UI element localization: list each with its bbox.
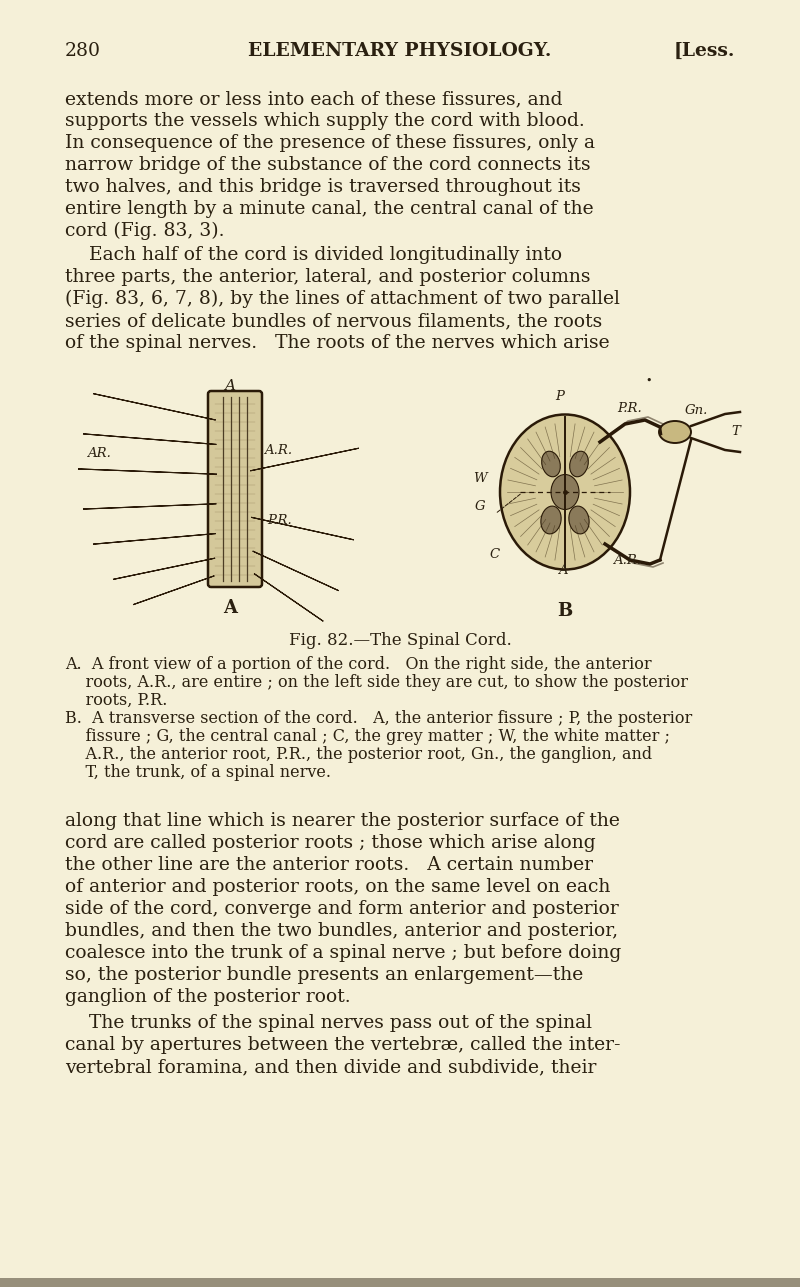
Text: fissure ; G, the central canal ; C, the grey matter ; W, the white matter ;: fissure ; G, the central canal ; C, the … <box>65 728 670 745</box>
FancyBboxPatch shape <box>208 391 262 587</box>
Text: cord (Fig. 83, 3).: cord (Fig. 83, 3). <box>65 221 225 241</box>
Text: A.R.: A.R. <box>264 444 292 457</box>
Polygon shape <box>113 559 215 579</box>
Text: G: G <box>474 501 486 514</box>
Polygon shape <box>253 551 338 591</box>
Text: supports the vessels which supply the cord with blood.: supports the vessels which supply the co… <box>65 112 585 130</box>
Text: ganglion of the posterior root.: ganglion of the posterior root. <box>65 988 350 1006</box>
Text: A.R., the anterior root, P.R., the posterior root, Gn., the ganglion, and: A.R., the anterior root, P.R., the poste… <box>65 746 652 763</box>
Text: extends more or less into each of these fissures, and: extends more or less into each of these … <box>65 90 562 108</box>
Ellipse shape <box>569 506 589 534</box>
Text: •: • <box>645 376 651 386</box>
Text: AR.: AR. <box>87 447 111 459</box>
Bar <box>0 1278 800 1287</box>
Text: cord are called posterior roots ; those which arise along: cord are called posterior roots ; those … <box>65 834 596 852</box>
Ellipse shape <box>551 475 579 510</box>
Ellipse shape <box>500 414 630 570</box>
Polygon shape <box>93 534 216 544</box>
Text: T, the trunk, of a spinal nerve.: T, the trunk, of a spinal nerve. <box>65 764 331 781</box>
Text: side of the cord, converge and form anterior and posterior: side of the cord, converge and form ante… <box>65 900 618 918</box>
Text: series of delicate bundles of nervous filaments, the roots: series of delicate bundles of nervous fi… <box>65 311 602 329</box>
Text: B.  A transverse section of the cord.   A, the anterior fissure ; P, the posteri: B. A transverse section of the cord. A, … <box>65 710 692 727</box>
Text: entire length by a minute canal, the central canal of the: entire length by a minute canal, the cen… <box>65 199 594 218</box>
Text: A: A <box>223 598 237 616</box>
Polygon shape <box>78 468 217 474</box>
Text: (Fig. 83, 6, 7, 8), by the lines of attachment of two parallel: (Fig. 83, 6, 7, 8), by the lines of atta… <box>65 290 620 309</box>
Text: bundles, and then the two bundles, anterior and posterior,: bundles, and then the two bundles, anter… <box>65 921 618 940</box>
Text: roots, P.R.: roots, P.R. <box>65 692 167 709</box>
Text: [Less.: [Less. <box>674 42 735 60</box>
Text: In consequence of the presence of these fissures, only a: In consequence of the presence of these … <box>65 134 595 152</box>
Text: T: T <box>731 425 740 438</box>
Polygon shape <box>83 503 216 510</box>
Text: C: C <box>490 548 500 561</box>
Ellipse shape <box>541 506 561 534</box>
Text: roots, A.R., are entire ; on the left side they are cut, to show the posterior: roots, A.R., are entire ; on the left si… <box>65 674 688 691</box>
Polygon shape <box>250 448 359 471</box>
Polygon shape <box>83 434 216 444</box>
Text: P: P <box>555 390 565 403</box>
Text: narrow bridge of the substance of the cord connects its: narrow bridge of the substance of the co… <box>65 156 590 174</box>
Text: the other line are the anterior roots.   A certain number: the other line are the anterior roots. A… <box>65 856 593 874</box>
Text: vertebral foramina, and then divide and subdivide, their: vertebral foramina, and then divide and … <box>65 1058 596 1076</box>
Text: canal by apertures between the vertebræ, called the inter-: canal by apertures between the vertebræ,… <box>65 1036 621 1054</box>
Text: along that line which is nearer the posterior surface of the: along that line which is nearer the post… <box>65 812 620 830</box>
Ellipse shape <box>659 421 691 443</box>
Text: 280: 280 <box>65 42 101 60</box>
Text: The trunks of the spinal nerves pass out of the spinal: The trunks of the spinal nerves pass out… <box>65 1014 592 1032</box>
Text: P.R.: P.R. <box>617 402 642 414</box>
Text: A.  A front view of a portion of the cord.   On the right side, the anterior: A. A front view of a portion of the cord… <box>65 656 652 673</box>
Text: W: W <box>473 472 487 485</box>
Ellipse shape <box>542 452 560 476</box>
Polygon shape <box>133 575 214 605</box>
Text: coalesce into the trunk of a spinal nerve ; but before doing: coalesce into the trunk of a spinal nerv… <box>65 943 622 961</box>
Polygon shape <box>251 517 354 539</box>
Text: ELEMENTARY PHYSIOLOGY.: ELEMENTARY PHYSIOLOGY. <box>248 42 552 60</box>
Text: so, the posterior bundle presents an enlargement—the: so, the posterior bundle presents an enl… <box>65 967 583 985</box>
Text: B: B <box>558 602 573 620</box>
Text: Each half of the cord is divided longitudinally into: Each half of the cord is divided longitu… <box>65 246 562 264</box>
Text: P.R.: P.R. <box>267 514 292 526</box>
Text: A: A <box>225 378 235 393</box>
Text: A.R.: A.R. <box>613 553 641 568</box>
Text: A: A <box>558 564 568 577</box>
Ellipse shape <box>570 452 588 476</box>
Text: three parts, the anterior, lateral, and posterior columns: three parts, the anterior, lateral, and … <box>65 268 590 286</box>
Text: of anterior and posterior roots, on the same level on each: of anterior and posterior roots, on the … <box>65 878 610 896</box>
Polygon shape <box>93 394 216 420</box>
Text: Fig. 82.—The Spinal Cord.: Fig. 82.—The Spinal Cord. <box>289 632 511 649</box>
Text: of the spinal nerves.   The roots of the nerves which arise: of the spinal nerves. The roots of the n… <box>65 335 610 353</box>
Polygon shape <box>254 574 323 622</box>
Text: two halves, and this bridge is traversed throughout its: two halves, and this bridge is traversed… <box>65 178 581 196</box>
Text: Gn.: Gn. <box>685 404 708 417</box>
